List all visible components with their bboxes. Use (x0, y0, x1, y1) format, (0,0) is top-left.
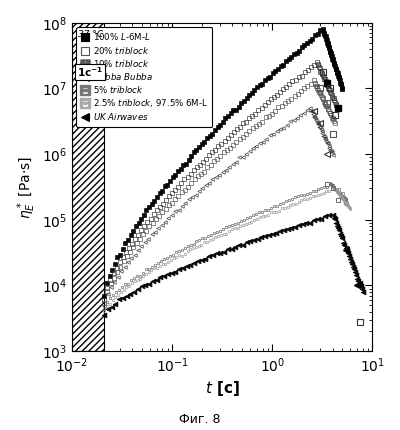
Y-axis label: $\mathit{\eta}_E^*$ [Pa·s]: $\mathit{\eta}_E^*$ [Pa·s] (15, 155, 38, 218)
X-axis label: $\mathit{t}$ [c]: $\mathit{t}$ [c] (205, 379, 240, 398)
Text: $\mathbf{1c^{-1}}$: $\mathbf{1c^{-1}}$ (77, 65, 103, 79)
Legend: 100% $\mathit{L}$-6M-$\mathit{L}$, 20% $\mathit{triblock}$, 10% $\mathit{tribloc: 100% $\mathit{L}$-6M-$\mathit{L}$, 20% $… (76, 27, 212, 126)
Text: Фиг. 8: Фиг. 8 (179, 413, 221, 426)
Text: 37 °C: 37 °C (78, 31, 103, 40)
Bar (72, 23, 104, 351)
